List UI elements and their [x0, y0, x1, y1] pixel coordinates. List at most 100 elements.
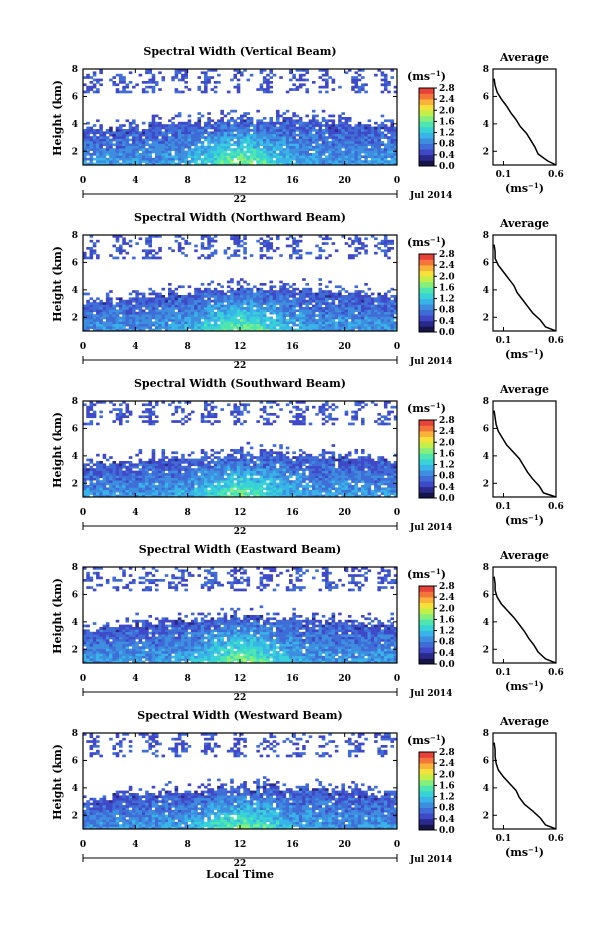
- heatmap-cell: [165, 134, 169, 137]
- heatmap-cell: [119, 478, 123, 481]
- heatmap-cell: [237, 136, 241, 139]
- heatmap-cell: [96, 312, 100, 315]
- heatmap-cell: [377, 305, 381, 308]
- heatmap-cell: [86, 136, 90, 139]
- heatmap-cell: [126, 461, 130, 464]
- heatmap-cell: [148, 326, 152, 329]
- heatmap-cell: [129, 456, 133, 459]
- heatmap-cell: [103, 155, 107, 158]
- heatmap-cell: [230, 307, 234, 310]
- heatmap-cell: [129, 466, 133, 469]
- heatmap-cell: [135, 317, 139, 320]
- heatmap-cell: [175, 319, 179, 322]
- heatmap-cell: [240, 314, 244, 317]
- heatmap-cell: [263, 245, 267, 248]
- heatmap-cell: [305, 305, 309, 308]
- heatmap-cell: [302, 160, 306, 163]
- heatmap-cell: [152, 492, 156, 495]
- heatmap-cell: [109, 475, 113, 478]
- heatmap-cell: [109, 312, 113, 315]
- heatmap-cell: [240, 146, 244, 149]
- heatmap-cell: [276, 134, 280, 137]
- heatmap-cell: [266, 309, 270, 312]
- heatmap-cell: [250, 490, 254, 493]
- heatmap-cell: [319, 278, 323, 281]
- heatmap-cell: [99, 153, 103, 156]
- heatmap-cell: [227, 468, 231, 471]
- heatmap-cell: [103, 456, 107, 459]
- heatmap-cell: [279, 288, 283, 291]
- heatmap-cell: [260, 124, 264, 127]
- heatmap-cell: [358, 314, 362, 317]
- heatmap-cell: [126, 471, 130, 474]
- heatmap-cell: [191, 160, 195, 163]
- heatmap-cell: [319, 324, 323, 327]
- heatmap-cell: [381, 151, 385, 154]
- heatmap-cell: [263, 81, 267, 84]
- heatmap-cell: [322, 324, 326, 327]
- heatmap-cell: [296, 242, 300, 245]
- heatmap-cell: [227, 141, 231, 144]
- heatmap-cell: [279, 155, 283, 158]
- heatmap-cell: [90, 408, 94, 411]
- heatmap-cell: [132, 158, 136, 161]
- heatmap-cell: [171, 487, 175, 490]
- heatmap-cell: [247, 79, 251, 82]
- heatmap-cell: [211, 131, 215, 134]
- heatmap-cell: [109, 490, 113, 493]
- heatmap-cell: [158, 317, 162, 320]
- heatmap-cell: [211, 134, 215, 137]
- heatmap-cell: [260, 254, 264, 257]
- heatmap-cell: [296, 314, 300, 317]
- heatmap-cell: [266, 326, 270, 329]
- heatmap-cell: [90, 146, 94, 149]
- heatmap-cell: [93, 475, 97, 478]
- heatmap-cell: [305, 131, 309, 134]
- heatmap-cell: [175, 324, 179, 327]
- heatmap-cell: [325, 285, 329, 288]
- heatmap-cell: [135, 129, 139, 132]
- heatmap-cell: [381, 249, 385, 252]
- y-tick-label: 2: [72, 313, 78, 323]
- heatmap-cell: [152, 321, 156, 324]
- heatmap-cell: [374, 245, 378, 248]
- heatmap-cell: [227, 124, 231, 127]
- heatmap-cell: [217, 300, 221, 303]
- heatmap-cell: [122, 480, 126, 483]
- heatmap-cell: [204, 483, 208, 486]
- heatmap-cell: [286, 326, 290, 329]
- heatmap-cell: [243, 141, 247, 144]
- heatmap-cell: [269, 155, 273, 158]
- heatmap-cell: [109, 463, 113, 466]
- heatmap-cell: [135, 302, 139, 305]
- heatmap-cell: [273, 122, 277, 125]
- heatmap-cell: [204, 155, 208, 158]
- heatmap-cell: [243, 321, 247, 324]
- heatmap-cell: [109, 141, 113, 144]
- heatmap-cell: [345, 312, 349, 315]
- heatmap-cell: [165, 129, 169, 132]
- heatmap-cell: [119, 247, 123, 250]
- heatmap-cell: [139, 141, 143, 144]
- heatmap-cell: [162, 475, 166, 478]
- heatmap-cell: [165, 136, 169, 139]
- heatmap-cell: [188, 115, 192, 118]
- heatmap-cell: [148, 242, 152, 245]
- heatmap-cell: [142, 141, 146, 144]
- heatmap-cell: [171, 466, 175, 469]
- heatmap-cell: [354, 254, 358, 257]
- heatmap-cell: [162, 302, 166, 305]
- heatmap-cell: [387, 143, 391, 146]
- heatmap-cell: [273, 129, 277, 132]
- heatmap-cell: [224, 321, 228, 324]
- heatmap-cell: [312, 312, 316, 315]
- heatmap-cell: [263, 451, 267, 454]
- heatmap-cell: [273, 297, 277, 300]
- heatmap-cell: [279, 295, 283, 298]
- heatmap-cell: [90, 76, 94, 79]
- heatmap-cell: [191, 136, 195, 139]
- heatmap-cell: [207, 148, 211, 151]
- heatmap-cell: [217, 129, 221, 132]
- heatmap-cell: [188, 242, 192, 245]
- heatmap-cell: [129, 463, 133, 466]
